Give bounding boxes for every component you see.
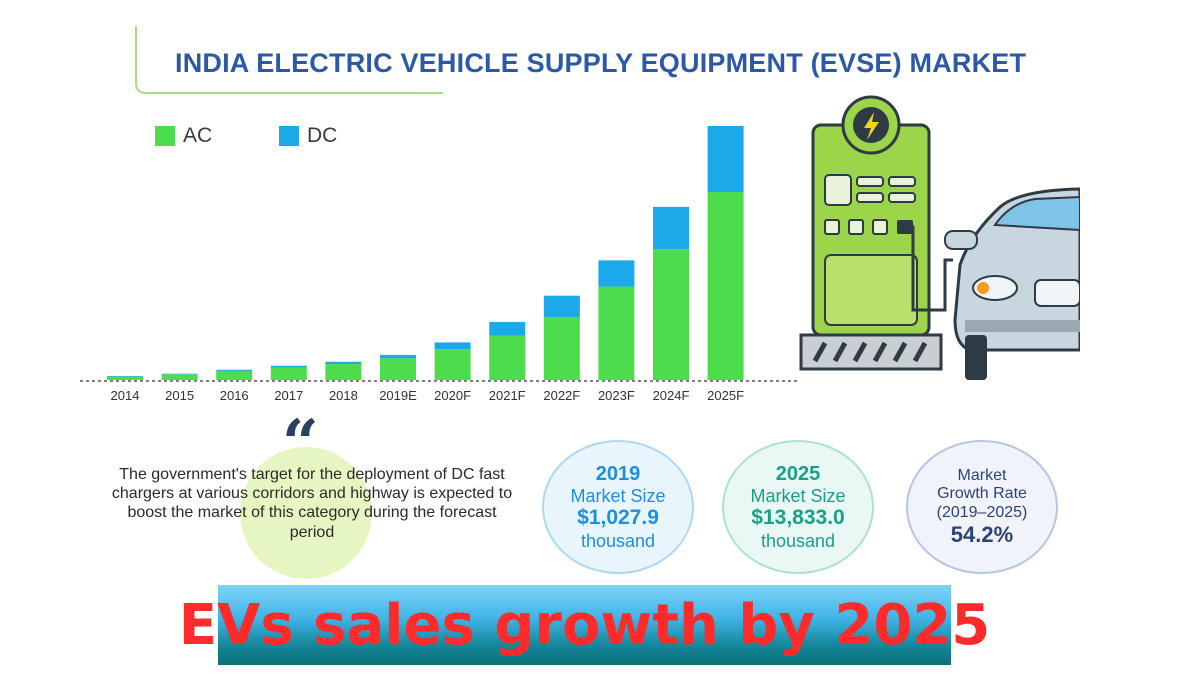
bar-dc-2019e bbox=[380, 354, 416, 359]
stat-2025-label: Market Size bbox=[750, 485, 846, 506]
bar-dc-2023f bbox=[598, 260, 635, 287]
quote-text: The government's target for the deployme… bbox=[111, 466, 513, 541]
x-tick-label: 2016 bbox=[220, 388, 249, 403]
quote-icon: “ bbox=[282, 406, 319, 481]
title-corner-accent bbox=[135, 26, 443, 94]
bar-dc-2020f bbox=[434, 342, 471, 350]
bar-ac-2017 bbox=[270, 367, 307, 380]
legend-item-ac: AC bbox=[155, 124, 212, 148]
x-tick-label: 2019E bbox=[379, 388, 417, 403]
x-tick-label: 2017 bbox=[274, 388, 303, 403]
ev-charger-illustration bbox=[799, 95, 1080, 380]
bar-dc-2016 bbox=[216, 369, 253, 371]
x-tick-label: 2018 bbox=[329, 388, 358, 403]
x-tick-label: 2015 bbox=[165, 388, 194, 403]
bar-ac-2014 bbox=[107, 376, 143, 380]
bar-ac-2015 bbox=[161, 374, 198, 380]
banner-text: EVs sales growth by 2025 bbox=[178, 592, 991, 658]
stat-2019-value: $1,027.9 bbox=[577, 506, 659, 530]
bar-ac-2021f bbox=[489, 335, 526, 380]
car-icon bbox=[944, 187, 1080, 380]
stat-2025-market-size: 2025 Market Size $13,833.0 thousand bbox=[722, 440, 874, 574]
stat-growth-period: (2019–2025) bbox=[936, 503, 1028, 521]
bar-ac-2024f bbox=[653, 249, 689, 380]
bar-ac-2025f bbox=[707, 192, 744, 380]
stacked-bar-chart: 2014 2015 2016 2017 2018 2019E 2020F 2021F 2022F… bbox=[80, 125, 800, 403]
stat-growth-line1: Market bbox=[957, 466, 1007, 484]
stat-2019-unit: thousand bbox=[580, 530, 656, 551]
headline-banner: EVs sales growth by 2025 bbox=[179, 585, 990, 665]
charging-station-icon bbox=[799, 95, 953, 371]
bar-ac-2023f bbox=[598, 286, 635, 380]
bar-ac-2019e bbox=[380, 358, 416, 380]
bar-dc-2021f bbox=[489, 321, 526, 336]
x-tick-label: 2020F bbox=[434, 388, 471, 403]
legend-label-dc: DC bbox=[307, 124, 338, 147]
x-tick-label: 2024F bbox=[653, 388, 690, 403]
x-tick-label: 2022F bbox=[543, 388, 580, 403]
stat-2025-unit: thousand bbox=[760, 530, 836, 551]
bar-ac-2020f bbox=[434, 349, 471, 380]
stat-growth-value: 54.2% bbox=[950, 521, 1014, 547]
bar-dc-2024f bbox=[653, 206, 689, 249]
bar-dc-2018 bbox=[325, 361, 362, 365]
bar-ac-2022f bbox=[543, 317, 580, 380]
x-tick-label: 2023F bbox=[598, 388, 635, 403]
stat-2019-label: Market Size bbox=[570, 485, 666, 506]
bar-ac-2016 bbox=[216, 370, 253, 380]
bar-ac-2018 bbox=[325, 364, 362, 380]
stat-market-growth-rate: Market Growth Rate (2019–2025) 54.2% bbox=[906, 440, 1058, 574]
legend-label-ac: AC bbox=[183, 124, 213, 147]
legend-swatch-ac bbox=[155, 126, 175, 146]
x-tick-label: 2021F bbox=[489, 388, 526, 403]
stat-2025-value: $13,833.0 bbox=[751, 506, 845, 530]
bar-dc-2017 bbox=[270, 365, 307, 368]
stat-growth-line2: Growth Rate bbox=[937, 485, 1027, 503]
legend-item-dc: DC bbox=[279, 124, 337, 148]
bar-dc-2022f bbox=[543, 295, 580, 318]
legend-swatch-dc bbox=[279, 126, 299, 146]
stat-2019-market-size: 2019 Market Size $1,027.9 thousand bbox=[542, 440, 694, 574]
stat-2025-year: 2025 bbox=[775, 462, 821, 485]
x-tick-label: 2025F bbox=[707, 388, 744, 403]
x-tick-label: 2014 bbox=[111, 388, 140, 403]
bar-dc-2014 bbox=[107, 376, 143, 377]
page-title: INDIA ELECTRIC VEHICLE SUPPLY EQUIPMENT … bbox=[175, 48, 1027, 78]
bar-dc-2025f bbox=[707, 125, 744, 193]
stat-2019-year: 2019 bbox=[595, 462, 641, 485]
quote-highlight-blob bbox=[240, 447, 372, 579]
bar-dc-2015 bbox=[161, 373, 198, 375]
